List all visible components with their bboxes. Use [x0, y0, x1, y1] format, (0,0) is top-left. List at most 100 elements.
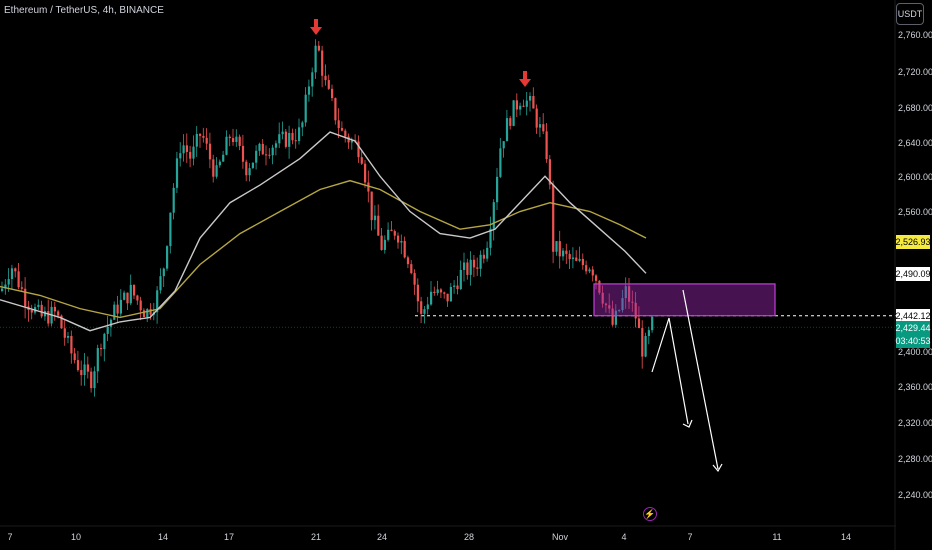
candle-body: [228, 136, 231, 139]
candle-body: [463, 262, 466, 270]
candle-body: [179, 153, 182, 159]
candle-body: [126, 292, 129, 304]
candle-body: [136, 295, 139, 301]
candle-body: [367, 182, 370, 192]
candle-body: [139, 300, 142, 311]
time-tick: 11: [772, 532, 782, 542]
lightning-icon[interactable]: ⚡: [643, 507, 657, 521]
price-tick: 2,560.00: [898, 207, 932, 217]
candle-body: [116, 304, 119, 314]
candle-body: [80, 370, 83, 376]
candle-body: [601, 292, 604, 304]
level-price-label: 2,442.12: [895, 309, 931, 323]
candle-body: [334, 98, 337, 121]
candle-body: [364, 163, 367, 183]
candle-body: [278, 134, 281, 144]
candle-body: [390, 229, 393, 232]
candle-body: [515, 100, 518, 110]
candle-body: [525, 100, 528, 107]
candle-body: [585, 265, 588, 272]
candle-body: [70, 335, 73, 354]
candle-body: [307, 86, 311, 95]
candle-body: [436, 289, 439, 293]
candle-body: [479, 254, 482, 269]
ma-slow-line: [0, 179, 647, 319]
candle-body: [20, 287, 23, 289]
candle-body: [482, 254, 485, 259]
candle-body: [542, 124, 545, 132]
candle-body: [215, 165, 218, 177]
candle-body: [552, 184, 555, 252]
price-tick: 2,720.00: [898, 67, 932, 77]
candle-body: [532, 96, 535, 109]
time-tick: 14: [157, 532, 169, 542]
candle-body: [133, 284, 136, 296]
price-tick: 2,680.00: [898, 103, 932, 113]
candle-body: [166, 246, 169, 269]
candle-body: [512, 100, 515, 126]
price-tick: 2,280.00: [898, 454, 932, 464]
price-tick: 2,320.00: [898, 418, 932, 428]
candle-body: [149, 309, 152, 315]
candle-body: [344, 130, 347, 137]
candle-body: [53, 306, 56, 312]
candle-body: [199, 133, 202, 136]
candle-body: [90, 371, 93, 389]
candle-body: [146, 309, 149, 318]
candle-body: [496, 176, 499, 203]
candle-body: [195, 133, 198, 147]
candle-body: [255, 150, 258, 163]
candle-body: [327, 80, 330, 89]
candle-body: [182, 145, 185, 154]
candle-body: [245, 161, 248, 176]
time-tick: 7: [7, 532, 13, 542]
time-tick: 4: [621, 532, 627, 542]
candle-body: [274, 143, 278, 148]
candle-body: [192, 146, 195, 159]
candle-body: [476, 267, 479, 269]
candle-body: [647, 330, 650, 337]
candle-body: [406, 257, 410, 265]
candle-body: [562, 250, 565, 257]
candle-body: [284, 131, 287, 147]
candle-body: [86, 364, 89, 372]
candle-body: [416, 284, 419, 302]
candle-body: [535, 108, 538, 128]
candle-body: [232, 138, 235, 142]
currency-button[interactable]: USDT: [896, 3, 924, 25]
candle-body: [205, 137, 208, 144]
time-tick: 24: [376, 532, 388, 542]
time-tick: 28: [463, 532, 475, 542]
candle-body: [317, 45, 320, 51]
candle-body: [637, 318, 641, 329]
candle-body: [10, 268, 14, 280]
candle-body: [76, 360, 80, 371]
candle-body: [251, 162, 254, 169]
candle-body: [578, 258, 581, 261]
candle-body: [568, 253, 571, 259]
candle-body: [169, 212, 172, 247]
candle-body: [555, 241, 558, 252]
candle-body: [588, 269, 591, 272]
candle-body: [212, 159, 215, 177]
candle-body: [505, 118, 509, 142]
candle-body: [383, 239, 386, 250]
arrow-down-icon-shaft: [523, 71, 527, 79]
supply-zone: [593, 283, 776, 317]
time-tick: 7: [687, 532, 693, 542]
candle-body: [189, 151, 192, 159]
candle-body: [63, 328, 66, 338]
candle-body: [499, 148, 502, 177]
arrow-down-icon-shaft: [314, 19, 318, 27]
candle-body: [129, 284, 132, 304]
candle-body: [423, 309, 426, 314]
candle-body: [238, 136, 241, 146]
symbol-title: Ethereum / TetherUS, 4h, BINANCE: [4, 5, 164, 16]
candle-body: [591, 269, 594, 276]
candle-body: [350, 140, 353, 143]
candle-body: [340, 128, 344, 131]
projection-arrowhead: [712, 463, 723, 473]
candle-body: [288, 132, 291, 147]
candle-body: [614, 310, 617, 325]
